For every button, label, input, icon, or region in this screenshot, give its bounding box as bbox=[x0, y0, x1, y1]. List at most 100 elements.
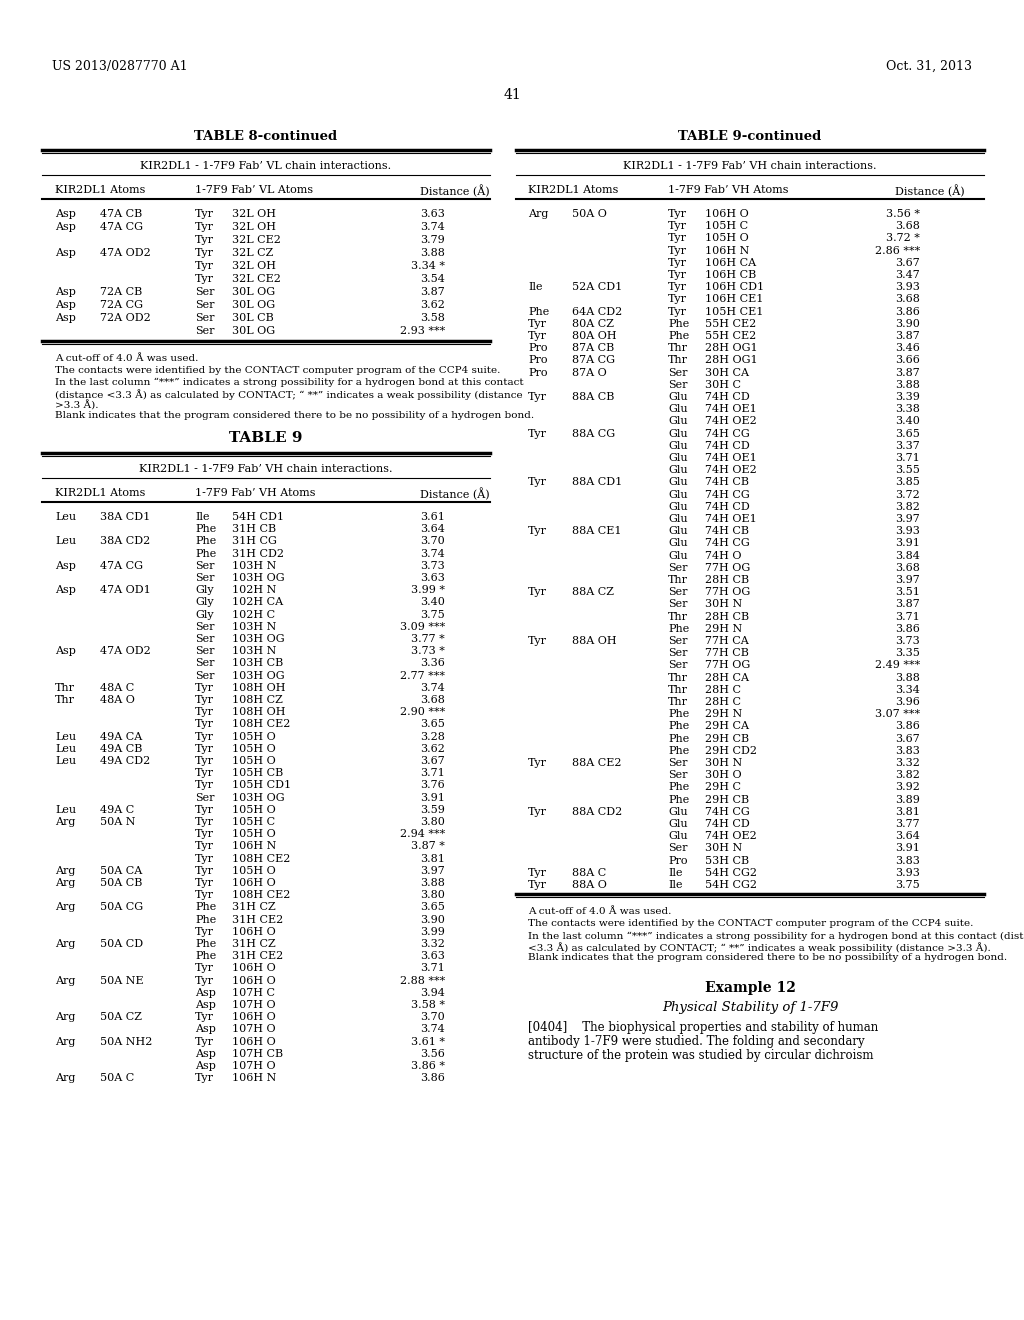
Text: 52A CD1: 52A CD1 bbox=[572, 282, 623, 292]
Text: 77H OG: 77H OG bbox=[705, 587, 751, 597]
Text: 74H OE1: 74H OE1 bbox=[705, 513, 757, 524]
Text: 106H O: 106H O bbox=[232, 1036, 275, 1047]
Text: Arg: Arg bbox=[55, 866, 76, 875]
Text: 29H N: 29H N bbox=[705, 709, 742, 719]
Text: 31H CE2: 31H CE2 bbox=[232, 952, 284, 961]
Text: TABLE 9-continued: TABLE 9-continued bbox=[678, 129, 821, 143]
Text: 3.39: 3.39 bbox=[895, 392, 920, 403]
Text: 88A CG: 88A CG bbox=[572, 429, 615, 438]
Text: Tyr: Tyr bbox=[195, 768, 214, 779]
Text: Phe: Phe bbox=[195, 549, 216, 558]
Text: 2.94 ***: 2.94 *** bbox=[399, 829, 445, 840]
Text: 28H OG1: 28H OG1 bbox=[705, 343, 758, 354]
Text: Ser: Ser bbox=[668, 599, 687, 610]
Text: 3.09 ***: 3.09 *** bbox=[399, 622, 445, 632]
Text: Pro: Pro bbox=[528, 355, 548, 366]
Text: Ser: Ser bbox=[195, 561, 214, 570]
Text: Ser: Ser bbox=[195, 634, 214, 644]
Text: 106H O: 106H O bbox=[232, 1012, 275, 1022]
Text: 48A C: 48A C bbox=[100, 682, 134, 693]
Text: Ser: Ser bbox=[668, 380, 687, 389]
Text: Ser: Ser bbox=[195, 326, 214, 337]
Text: Glu: Glu bbox=[668, 465, 688, 475]
Text: Glu: Glu bbox=[668, 539, 688, 548]
Text: Tyr: Tyr bbox=[528, 478, 547, 487]
Text: Tyr: Tyr bbox=[195, 209, 214, 219]
Text: 31H CG: 31H CG bbox=[232, 536, 276, 546]
Text: 55H CE2: 55H CE2 bbox=[705, 331, 757, 341]
Text: Ser: Ser bbox=[668, 758, 687, 768]
Text: Tyr: Tyr bbox=[195, 248, 214, 257]
Text: 3.70: 3.70 bbox=[420, 536, 445, 546]
Text: 3.58 *: 3.58 * bbox=[411, 1001, 445, 1010]
Text: 32L OH: 32L OH bbox=[232, 261, 276, 271]
Text: 3.99 *: 3.99 * bbox=[411, 585, 445, 595]
Text: 3.40: 3.40 bbox=[420, 598, 445, 607]
Text: 74H CD: 74H CD bbox=[705, 441, 750, 451]
Text: 55H CE2: 55H CE2 bbox=[705, 319, 757, 329]
Text: 3.86: 3.86 bbox=[895, 722, 920, 731]
Text: 3.72 *: 3.72 * bbox=[886, 234, 920, 243]
Text: 3.87: 3.87 bbox=[895, 331, 920, 341]
Text: 2.86 ***: 2.86 *** bbox=[874, 246, 920, 256]
Text: Glu: Glu bbox=[668, 441, 688, 451]
Text: KIR2DL1 - 1-7F9 Fab’ VH chain interactions.: KIR2DL1 - 1-7F9 Fab’ VH chain interactio… bbox=[624, 161, 877, 172]
Text: Phe: Phe bbox=[195, 524, 216, 535]
Text: 3.88: 3.88 bbox=[895, 673, 920, 682]
Text: Ile: Ile bbox=[668, 867, 683, 878]
Text: 2.88 ***: 2.88 *** bbox=[399, 975, 445, 986]
Text: 3.88: 3.88 bbox=[420, 878, 445, 888]
Text: 3.74: 3.74 bbox=[420, 222, 445, 232]
Text: 54H CG2: 54H CG2 bbox=[705, 867, 757, 878]
Text: Thr: Thr bbox=[668, 685, 688, 694]
Text: 102H C: 102H C bbox=[232, 610, 275, 619]
Text: 103H N: 103H N bbox=[232, 647, 276, 656]
Text: 2.77 ***: 2.77 *** bbox=[400, 671, 445, 681]
Text: Ser: Ser bbox=[668, 648, 687, 659]
Text: 1-7F9 Fab’ VL Atoms: 1-7F9 Fab’ VL Atoms bbox=[195, 185, 313, 195]
Text: Leu: Leu bbox=[55, 536, 76, 546]
Text: Glu: Glu bbox=[668, 818, 688, 829]
Text: 106H O: 106H O bbox=[232, 964, 275, 973]
Text: Tyr: Tyr bbox=[668, 306, 687, 317]
Text: 108H OH: 108H OH bbox=[232, 708, 286, 717]
Text: 30H C: 30H C bbox=[705, 380, 741, 389]
Text: 108H OH: 108H OH bbox=[232, 682, 286, 693]
Text: 3.71: 3.71 bbox=[895, 453, 920, 463]
Text: 74H CD: 74H CD bbox=[705, 502, 750, 512]
Text: Pro: Pro bbox=[528, 343, 548, 354]
Text: 47A CB: 47A CB bbox=[100, 209, 142, 219]
Text: 107H O: 107H O bbox=[232, 1061, 275, 1071]
Text: Pro: Pro bbox=[668, 855, 687, 866]
Text: Phe: Phe bbox=[195, 536, 216, 546]
Text: 87A O: 87A O bbox=[572, 367, 607, 378]
Text: Tyr: Tyr bbox=[668, 209, 687, 219]
Text: 3.65: 3.65 bbox=[895, 429, 920, 438]
Text: Tyr: Tyr bbox=[528, 880, 547, 890]
Text: Phe: Phe bbox=[668, 331, 689, 341]
Text: In the last column “***” indicates a strong possibility for a hydrogen bond at t: In the last column “***” indicates a str… bbox=[528, 931, 1024, 941]
Text: 28H CA: 28H CA bbox=[705, 673, 749, 682]
Text: 3.94: 3.94 bbox=[420, 987, 445, 998]
Text: US 2013/0287770 A1: US 2013/0287770 A1 bbox=[52, 59, 187, 73]
Text: Tyr: Tyr bbox=[195, 682, 214, 693]
Text: 3.67: 3.67 bbox=[895, 734, 920, 743]
Text: Ser: Ser bbox=[668, 660, 687, 671]
Text: 28H C: 28H C bbox=[705, 685, 741, 694]
Text: Phe: Phe bbox=[668, 709, 689, 719]
Text: 106H CB: 106H CB bbox=[705, 271, 757, 280]
Text: 103H CB: 103H CB bbox=[232, 659, 284, 668]
Text: Asp: Asp bbox=[195, 1061, 216, 1071]
Text: 74H OE2: 74H OE2 bbox=[705, 465, 757, 475]
Text: 106H O: 106H O bbox=[232, 975, 275, 986]
Text: 30H N: 30H N bbox=[705, 599, 742, 610]
Text: 106H O: 106H O bbox=[705, 209, 749, 219]
Text: Thr: Thr bbox=[668, 355, 688, 366]
Text: Tyr: Tyr bbox=[528, 867, 547, 878]
Text: 87A CG: 87A CG bbox=[572, 355, 615, 366]
Text: Tyr: Tyr bbox=[195, 964, 214, 973]
Text: 1-7F9 Fab’ VH Atoms: 1-7F9 Fab’ VH Atoms bbox=[195, 488, 315, 498]
Text: 49A CD2: 49A CD2 bbox=[100, 756, 151, 766]
Text: 3.71: 3.71 bbox=[420, 964, 445, 973]
Text: Thr: Thr bbox=[668, 343, 688, 354]
